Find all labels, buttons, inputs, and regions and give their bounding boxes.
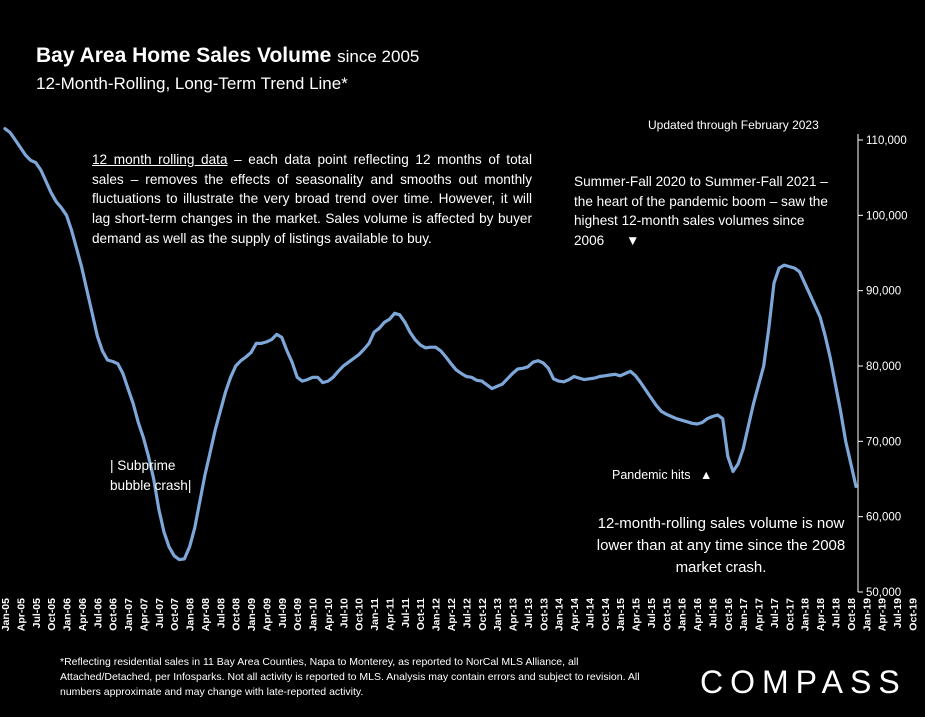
rolling-data-text: – each data point reflecting 12 months o… <box>92 152 532 246</box>
x-tick-label: Oct-16 <box>723 598 735 631</box>
x-tick-label: Jul-17 <box>769 598 781 629</box>
x-tick-label: Apr-06 <box>77 598 89 631</box>
x-tick-label: Oct-18 <box>846 598 858 631</box>
x-tick-label: Oct-17 <box>784 598 796 631</box>
x-tick-label: Jul-19 <box>892 598 904 629</box>
compass-logo: COMPASS <box>700 664 907 700</box>
x-tick-label: Apr-11 <box>384 598 396 631</box>
x-tick-label: Jul-16 <box>707 598 719 629</box>
y-tick-label: 90,000 <box>866 286 901 298</box>
rolling-data-note: 12 month rolling data – each data point … <box>92 150 532 249</box>
footnote: *Reflecting residential sales in 11 Bay … <box>60 656 640 698</box>
subprime-line-2: bubble crash| <box>110 477 192 493</box>
x-tick-label: Jul-14 <box>584 598 596 629</box>
x-tick-label: Oct-05 <box>46 598 58 631</box>
y-tick-label: 70,000 <box>866 436 901 448</box>
pandemic-peak-text: Summer-Fall 2020 to Summer-Fall 2021 – t… <box>574 174 828 249</box>
x-tick-label: Jul-06 <box>92 598 104 629</box>
x-tick-label: Oct-11 <box>415 598 427 630</box>
x-tick-label: Jan-15 <box>615 598 627 631</box>
x-tick-label: Oct-12 <box>477 598 489 631</box>
x-tick-label: Apr-15 <box>631 598 643 631</box>
x-tick-label: Jul-10 <box>338 598 350 629</box>
x-tick-label: Apr-12 <box>446 598 458 631</box>
updated-label: Updated through February 2023 <box>648 118 819 132</box>
x-tick-label: Apr-09 <box>261 598 273 631</box>
x-tick-label: Apr-16 <box>692 598 704 631</box>
x-tick-label: Jan-11 <box>369 598 381 631</box>
pandemic-peak-arrow: ▼ <box>626 233 640 249</box>
y-tick-label: 60,000 <box>866 512 901 524</box>
x-tick-label: Apr-05 <box>15 598 27 631</box>
x-tick-label: Jan-10 <box>308 598 320 631</box>
x-tick-label: Oct-07 <box>169 598 181 631</box>
y-tick-label: 80,000 <box>866 361 901 373</box>
x-tick-label: Apr-19 <box>877 598 889 631</box>
x-tick-label: Oct-13 <box>538 598 550 631</box>
x-tick-label: Jan-14 <box>554 598 566 631</box>
x-tick-label: Apr-17 <box>754 598 766 631</box>
current-volume-note: 12-month-rolling sales volume is now low… <box>596 515 846 576</box>
x-tick-label: Jan-13 <box>492 598 504 631</box>
x-tick-label: Jan-09 <box>246 598 258 631</box>
chart-title: Bay Area Home Sales Volume since 2005 <box>36 44 419 68</box>
y-tick-label: 110,000 <box>866 135 907 147</box>
x-tick-label: Jul-13 <box>523 598 535 629</box>
x-tick-label: Apr-07 <box>138 598 150 631</box>
x-tick-label: Oct-10 <box>354 598 366 631</box>
subprime-line-1: | Subprime <box>110 458 176 473</box>
x-tick-label: Apr-08 <box>200 598 212 631</box>
x-tick-label: Jan-08 <box>185 598 197 631</box>
x-axis-ticks: Jan-05 Apr-05 Jul-05 Oct-05 Jan-06 Apr-06 Jul-… <box>0 598 925 631</box>
x-tick-label: Jan-20 <box>923 598 925 631</box>
x-tick-label: Jan-06 <box>62 598 74 631</box>
y-axis-ticks: 50,000 60,000 70,000 80,000 90,000 100,000 110… <box>858 135 908 599</box>
x-tick-label: Oct-15 <box>661 598 673 631</box>
x-tick-label: Jul-18 <box>830 598 842 629</box>
rolling-data-label: 12 month rolling data <box>92 152 228 167</box>
subprime-note: | Subprime bubble crash| <box>110 456 191 495</box>
x-tick-label: Jul-09 <box>277 598 289 629</box>
x-tick-label: Jan-05 <box>0 598 12 631</box>
x-tick-label: Apr-18 <box>815 598 827 631</box>
x-tick-label: Jan-17 <box>738 598 750 631</box>
x-tick-label: Apr-13 <box>508 598 520 631</box>
title-since: since 2005 <box>337 47 420 66</box>
x-tick-label: Oct-09 <box>292 598 304 631</box>
x-tick-label: Oct-19 <box>907 598 919 631</box>
x-tick-label: Apr-10 <box>323 598 335 631</box>
x-tick-label: Jul-11 <box>400 598 412 628</box>
x-tick-label: Jan-19 <box>861 598 873 631</box>
y-tick-label: 50,000 <box>866 587 901 599</box>
x-tick-label: Jul-08 <box>215 598 227 629</box>
x-tick-label: Apr-14 <box>569 598 581 631</box>
x-tick-label: Oct-14 <box>600 598 612 631</box>
x-tick-label: Jan-12 <box>431 598 443 631</box>
y-tick-label: 100,000 <box>866 210 908 222</box>
x-tick-label: Jul-07 <box>154 598 166 629</box>
x-tick-label: Jan-16 <box>677 598 689 631</box>
title-main: Bay Area Home Sales Volume <box>36 44 332 67</box>
x-tick-label: Jul-15 <box>646 598 658 629</box>
chart-subtitle: 12-Month-Rolling, Long-Term Trend Line* <box>36 74 348 93</box>
x-tick-label: Jan-07 <box>123 598 135 631</box>
pandemic-hits-text: Pandemic hits <box>612 468 691 482</box>
pandemic-hits-arrow: ▲ <box>700 468 713 482</box>
x-tick-label: Oct-08 <box>231 598 243 631</box>
x-tick-label: Jan-18 <box>800 598 812 631</box>
series-group <box>3 127 858 562</box>
x-tick-label: Oct-06 <box>108 598 120 631</box>
pandemic-peak-note: Summer-Fall 2020 to Summer-Fall 2021 – t… <box>574 172 834 251</box>
x-tick-label: Jul-12 <box>461 598 473 629</box>
x-tick-label: Jul-05 <box>31 598 43 629</box>
pandemic-hits-note: Pandemic hits ▲ <box>612 468 712 482</box>
series-line-sales-volume <box>3 127 858 562</box>
